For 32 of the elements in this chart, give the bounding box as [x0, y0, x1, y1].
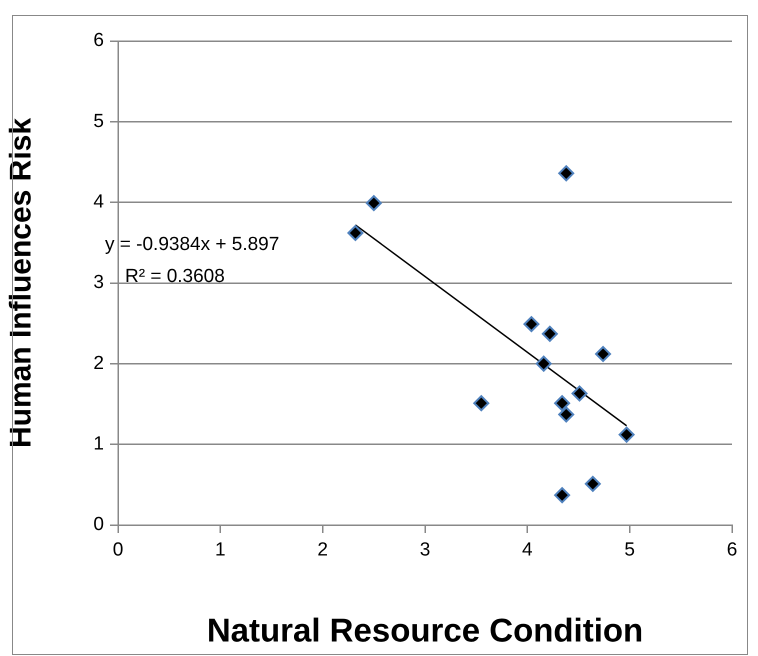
- point: [523, 316, 540, 332]
- x-tick-label: 5: [624, 540, 635, 561]
- y-tick-label: 4: [93, 192, 104, 213]
- point: [554, 395, 570, 412]
- x-tick-label: 2: [317, 540, 328, 561]
- y-axis-title: Human Influences Risk: [4, 118, 38, 448]
- y-tick-label: 6: [93, 30, 104, 52]
- point: [618, 426, 635, 443]
- point: [558, 406, 574, 422]
- point: [536, 356, 552, 372]
- y-tick-label: 1: [93, 434, 104, 455]
- point: [347, 224, 364, 241]
- point: [572, 386, 588, 402]
- point: [554, 487, 570, 504]
- y-tick-label: 3: [93, 272, 104, 294]
- x-axis-title: Natural Resource Condition: [206, 611, 644, 648]
- point: [595, 346, 612, 362]
- x-tick-label: 0: [112, 540, 124, 561]
- y-tick-label: 0: [93, 514, 104, 536]
- point: [542, 326, 558, 342]
- x-tick-label: 1: [215, 540, 226, 561]
- y-tick-label: 2: [93, 352, 104, 374]
- point: [558, 165, 574, 182]
- point: [473, 395, 490, 412]
- point: [366, 195, 382, 212]
- x-tick-label: 3: [420, 540, 430, 561]
- x-tick-label: 4: [522, 540, 534, 561]
- point: [584, 476, 601, 492]
- annotation: R² = 0.3608: [125, 266, 225, 288]
- x-tick-label: 6: [726, 540, 738, 561]
- y-tick-label: 5: [93, 110, 104, 132]
- annotation: y = -0.9384x + 5.897: [105, 234, 280, 256]
